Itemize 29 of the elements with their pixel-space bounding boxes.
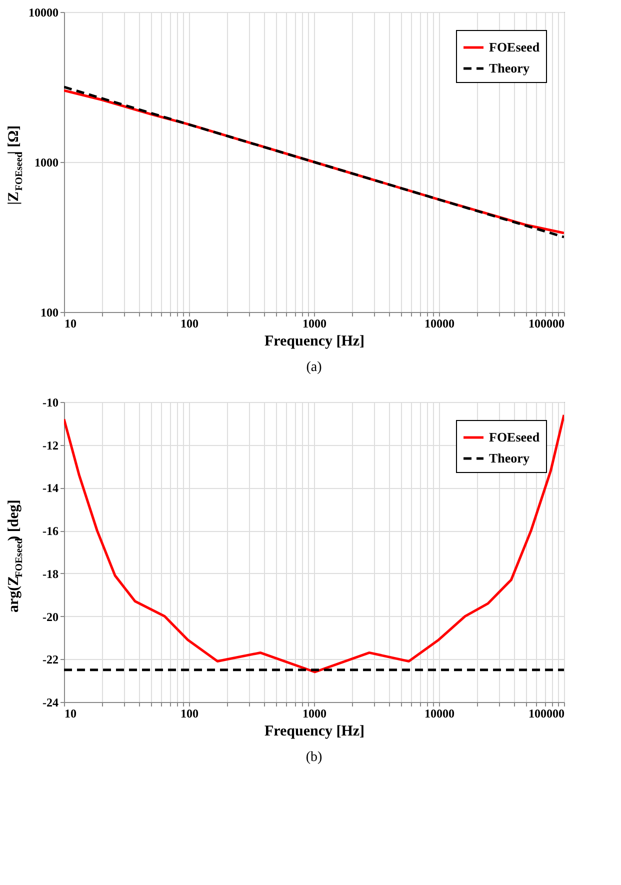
x-tick-label: 1000 — [302, 706, 326, 720]
text: (a) — [306, 360, 322, 375]
y-tick-label: -24 — [42, 696, 58, 710]
x-tick-label: 100000 — [528, 706, 564, 720]
x-tick-label: 1000 — [302, 316, 326, 330]
y-tick-label: -18 — [42, 566, 58, 581]
x-axis-title: Frequency [Hz] — [264, 724, 365, 740]
x-axis-title: Frequency [Hz] — [264, 334, 365, 350]
text: (b) — [306, 750, 322, 765]
y-tick-label: -22 — [42, 652, 58, 667]
x-tick-label: 10 — [64, 316, 76, 330]
y-tick-label: 1000 — [34, 156, 58, 170]
y-tick-label: -10 — [42, 396, 58, 410]
x-tick-label: 100 — [180, 706, 198, 720]
legend-label: FOEseed — [489, 430, 540, 444]
x-tick-label: 10000 — [424, 316, 454, 330]
y-tick-label: -14 — [42, 481, 58, 496]
x-tick-label: 100 — [180, 316, 198, 330]
y-tick-label: -12 — [42, 438, 58, 452]
legend-label: Theory — [489, 450, 530, 466]
legend-label: Theory — [489, 60, 530, 76]
y-tick-label: 100 — [40, 306, 58, 320]
x-tick-label: 100000 — [528, 316, 564, 330]
y-tick-label: -20 — [42, 610, 58, 624]
y-tick-label: -16 — [42, 524, 58, 538]
x-tick-label: 10000 — [424, 706, 454, 720]
legend-label: FOEseed — [489, 40, 540, 54]
y-tick-label: 10000 — [28, 6, 58, 20]
x-tick-label: 10 — [64, 706, 76, 720]
